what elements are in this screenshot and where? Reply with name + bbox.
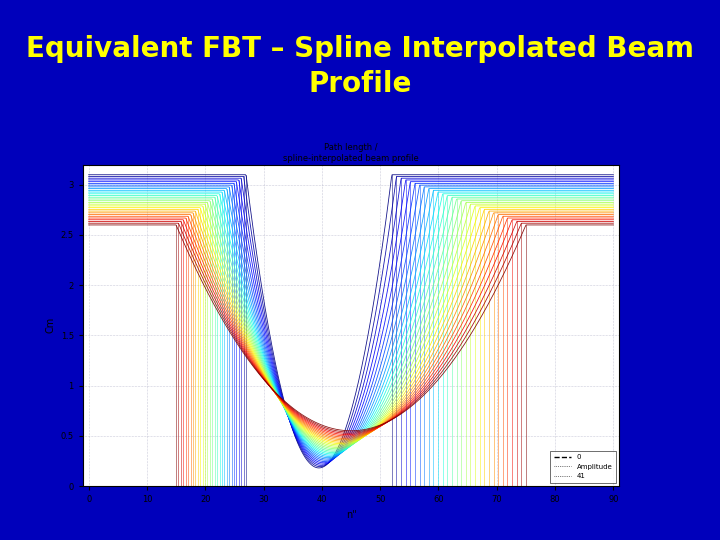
Y-axis label: Cm: Cm bbox=[45, 317, 55, 334]
Text: Equivalent FBT – Spline Interpolated Beam
Profile: Equivalent FBT – Spline Interpolated Bea… bbox=[26, 35, 694, 98]
Legend: 0, Amplitude, 41: 0, Amplitude, 41 bbox=[550, 451, 616, 483]
Title: Path length /
spline-interpolated beam profile: Path length / spline-interpolated beam p… bbox=[283, 143, 419, 163]
X-axis label: n": n" bbox=[346, 510, 356, 519]
